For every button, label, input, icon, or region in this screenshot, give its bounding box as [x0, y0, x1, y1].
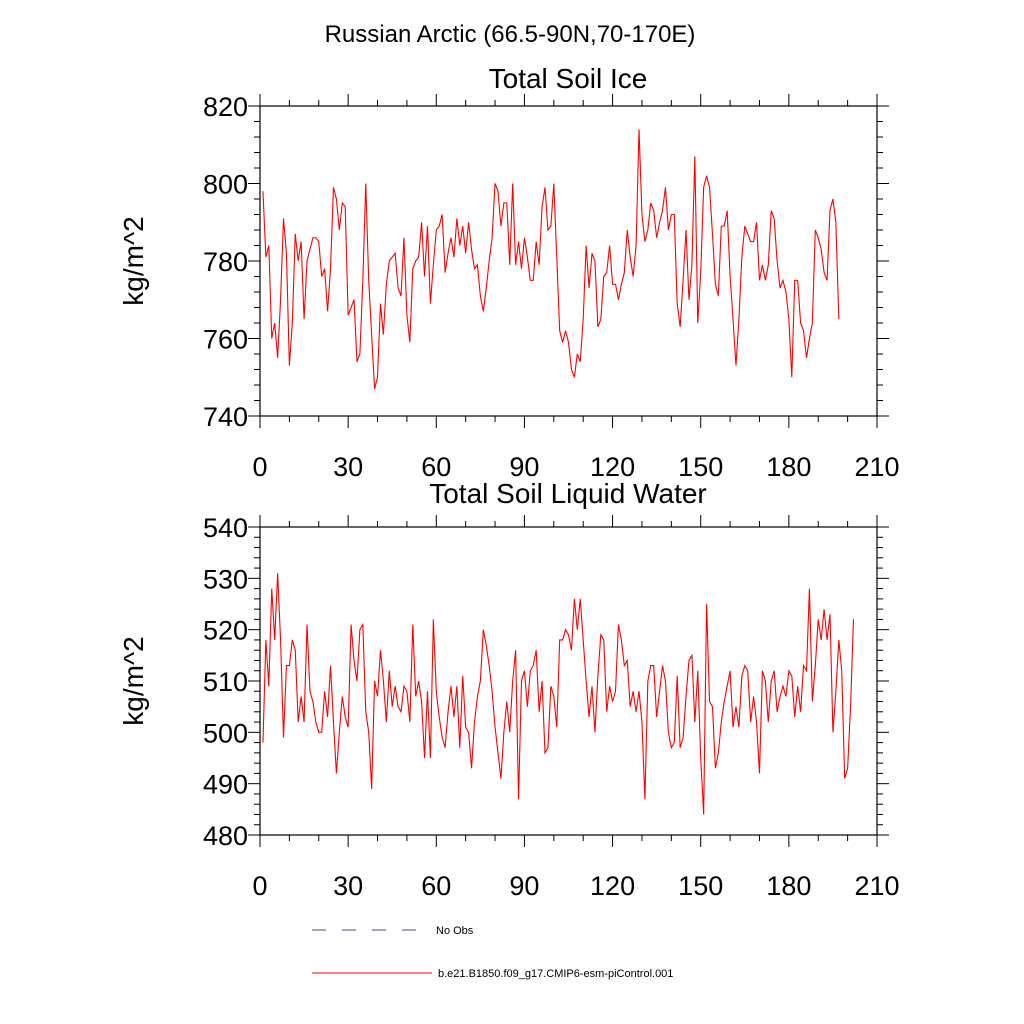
panel-title-total-soil-ice: Total Soil Ice: [489, 63, 648, 94]
y-tick-label: 520: [203, 616, 248, 646]
x-tick-label: 60: [421, 871, 451, 901]
y-tick-label: 800: [203, 170, 248, 200]
x-tick-label: 180: [766, 871, 811, 901]
y-tick-label: 510: [203, 667, 248, 697]
x-tick-label: 0: [252, 871, 267, 901]
ylabel-total-soil-liquid-water: kg/m^2: [118, 636, 149, 725]
legend: No Obs b.e21.B1850.f09_g17.CMIP6-esm-piC…: [312, 925, 673, 980]
ticks-total-soil-ice: [248, 94, 889, 428]
y-tick-label: 540: [203, 513, 248, 543]
legend-label-model: b.e21.B1850.f09_g17.CMIP6-esm-piControl.…: [438, 968, 673, 980]
x-tick-label: 90: [509, 452, 539, 482]
y-tick-label: 500: [203, 718, 248, 748]
y-tick-label: 740: [203, 402, 248, 432]
tick-labels-total-soil-ice: 0 30 60 90 120 150 180 210 740 760 780 800 820: [203, 92, 900, 482]
ylabel-total-soil-ice: kg/m^2: [118, 216, 149, 305]
ticks-total-soil-liquid-water: [248, 515, 889, 847]
x-tick-label: 210: [854, 871, 899, 901]
x-tick-label: 120: [590, 871, 635, 901]
plot-frame-total-soil-liquid-water: [259, 526, 878, 836]
main-title: Russian Arctic (66.5-90N,70-170E): [325, 21, 696, 48]
x-tick-label: 0: [252, 452, 267, 482]
y-tick-label: 820: [203, 92, 248, 122]
x-tick-label: 30: [333, 452, 363, 482]
panel-total-soil-ice: Total Soil Ice kg/m^2 0 30 60 90 120 150 180 21…: [118, 63, 900, 482]
panel-title-total-soil-liquid-water: Total Soil Liquid Water: [429, 478, 707, 509]
plot-frame-total-soil-ice: [259, 105, 878, 417]
y-tick-label: 760: [203, 325, 248, 355]
x-tick-label: 150: [678, 871, 723, 901]
legend-label-no-obs: No Obs: [436, 925, 474, 937]
x-tick-label: 210: [854, 452, 899, 482]
y-tick-label: 490: [203, 770, 248, 800]
tick-labels-total-soil-liquid-water: 0 30 60 90 120 150 180 210 480 490 500 510 520 530 540: [203, 513, 900, 901]
x-tick-label: 90: [509, 871, 539, 901]
series-line-total-soil-ice: [262, 129, 840, 390]
y-tick-label: 530: [203, 564, 248, 594]
x-tick-label: 180: [766, 452, 811, 482]
x-tick-label: 120: [590, 452, 635, 482]
x-tick-label: 150: [678, 452, 723, 482]
x-tick-label: 60: [421, 452, 451, 482]
series-line-total-soil-liquid-water: [262, 573, 855, 815]
y-tick-label: 480: [203, 821, 248, 851]
panel-total-soil-liquid-water: Total Soil Liquid Water kg/m^2 0 30 60 90 12…: [118, 478, 900, 901]
y-tick-label: 780: [203, 247, 248, 277]
x-tick-label: 30: [333, 871, 363, 901]
